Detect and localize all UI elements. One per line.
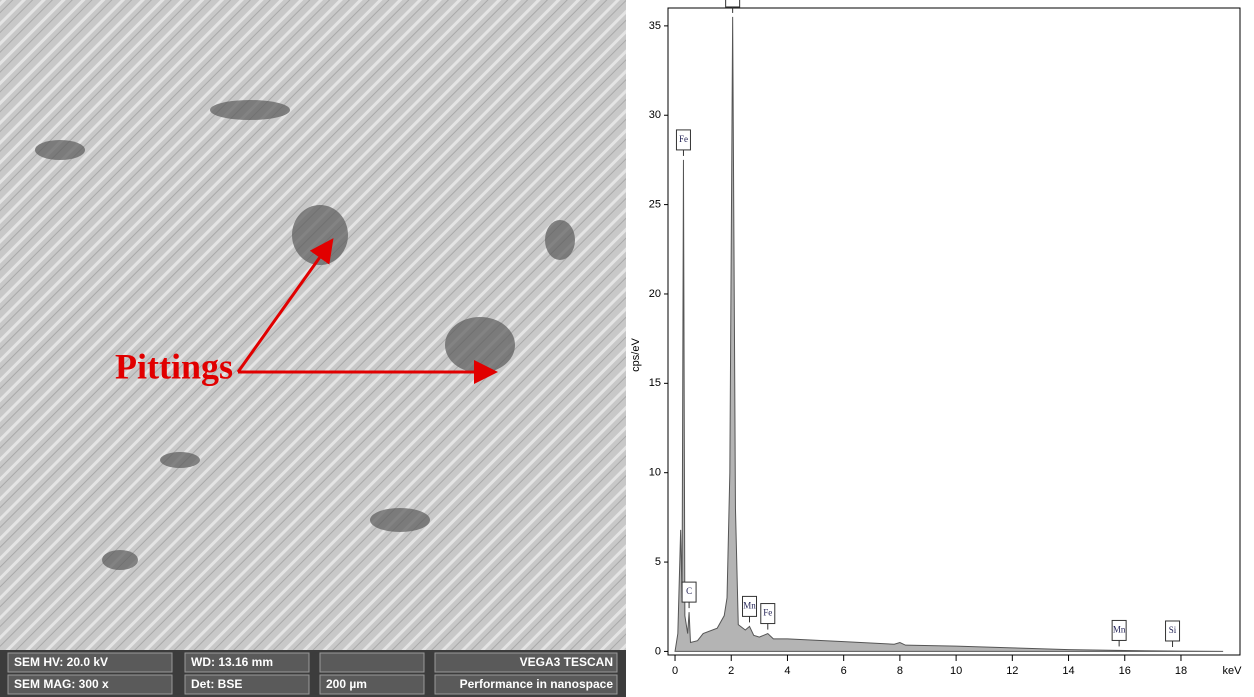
info-text: WD: 13.16 mm <box>191 655 273 669</box>
annotation-label: Pittings <box>115 346 233 386</box>
annotation-label: Fe <box>763 608 772 618</box>
x-tick-label: 4 <box>784 665 790 677</box>
x-tick-label: 18 <box>1175 665 1187 677</box>
x-tick-label: 16 <box>1119 665 1131 677</box>
annotation-label: C <box>686 586 692 596</box>
x-tick-label: 8 <box>897 665 903 677</box>
annotation-label: Mn <box>743 600 756 610</box>
y-tick-label: 0 <box>655 645 661 657</box>
annotation-label: Fe <box>728 0 737 1</box>
info-text: VEGA3 TESCAN <box>520 655 613 669</box>
x-tick-label: 12 <box>1006 665 1018 677</box>
info-text: Det: BSE <box>191 677 242 691</box>
figure: Pittings SEM HV: 20.0 kV WD: 13.16 mm VEGA… <box>0 0 1254 697</box>
y-tick-label: 5 <box>655 556 661 568</box>
info-text: Performance in nanospace <box>460 677 614 691</box>
sem-micrograph <box>0 0 626 650</box>
x-tick-label: 14 <box>1062 665 1074 677</box>
plot-frame <box>668 8 1240 655</box>
y-tick-label: 25 <box>649 199 661 211</box>
y-tick-label: 35 <box>649 20 661 32</box>
annotation-label: Fe <box>679 134 688 144</box>
info-cell <box>320 653 424 672</box>
y-tick-label: 10 <box>649 467 661 479</box>
info-text: SEM HV: 20.0 kV <box>14 655 108 669</box>
annotation-label: Si <box>1169 625 1177 635</box>
x-tick-label: 0 <box>672 665 678 677</box>
y-tick-label: 15 <box>649 377 661 389</box>
y-tick-label: 30 <box>649 109 661 121</box>
chart: cps/eV 0 5 10 15 20 25 30 35 0 2 4 6 8 10 12 14 16 18 keV F… <box>626 0 1254 697</box>
x-tick-label: 2 <box>728 665 734 677</box>
x-axis-label: keV <box>1223 665 1243 677</box>
x-tick-label: 6 <box>841 665 847 677</box>
info-text: SEM MAG: 300 x <box>14 677 109 691</box>
y-tick-label: 20 <box>649 288 661 300</box>
info-text: 200 µm <box>326 677 367 691</box>
x-tick-label: 10 <box>950 665 962 677</box>
annotation-label: Mn <box>1113 625 1126 635</box>
sem-panel: Pittings SEM HV: 20.0 kV WD: 13.16 mm VEGA… <box>0 0 626 697</box>
annotation-box <box>726 0 740 7</box>
y-axis-label: cps/eV <box>630 338 642 372</box>
